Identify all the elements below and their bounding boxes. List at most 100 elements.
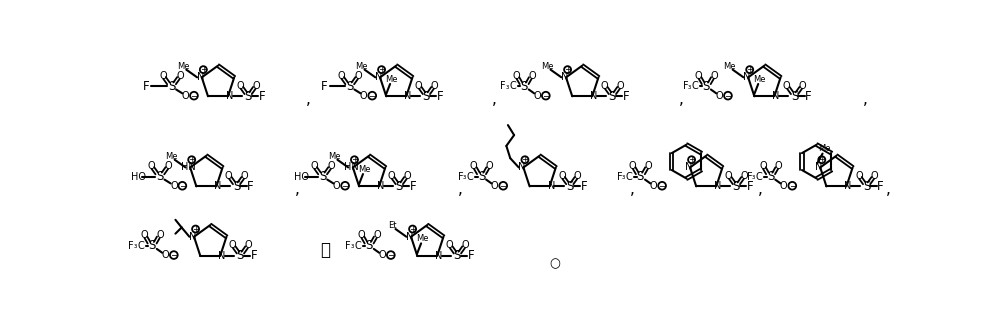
Text: O: O: [695, 71, 702, 81]
Text: F: F: [345, 241, 351, 251]
Text: O: O: [533, 91, 541, 101]
Text: N: N: [590, 91, 598, 101]
Text: O: O: [244, 240, 252, 250]
Text: O: O: [358, 230, 365, 240]
Text: O: O: [159, 71, 167, 81]
Text: C: C: [691, 82, 698, 91]
Text: −: −: [724, 91, 732, 100]
Text: N: N: [685, 162, 692, 173]
Text: C: C: [137, 241, 144, 251]
Text: S: S: [346, 80, 353, 93]
Text: O: O: [616, 81, 624, 90]
Text: ₃: ₃: [752, 172, 755, 181]
Text: S: S: [609, 90, 616, 103]
Text: ₃: ₃: [622, 172, 625, 181]
Text: O: O: [182, 91, 189, 101]
Text: 和: 和: [320, 241, 330, 259]
Text: +: +: [409, 225, 416, 234]
Text: −: −: [542, 91, 550, 100]
Text: C: C: [466, 172, 473, 181]
Text: F: F: [128, 241, 134, 251]
Text: ,: ,: [295, 182, 299, 197]
Text: O: O: [710, 71, 718, 81]
Text: ,: ,: [863, 92, 868, 107]
Text: +: +: [351, 155, 358, 164]
Text: S: S: [733, 180, 740, 193]
Text: S: S: [244, 90, 252, 103]
Text: Me: Me: [541, 62, 554, 71]
Text: O: O: [574, 171, 581, 181]
Text: S: S: [319, 170, 326, 183]
Text: Me: Me: [177, 62, 189, 71]
Text: N: N: [197, 72, 204, 82]
Text: −: −: [368, 91, 376, 100]
Text: N: N: [815, 162, 822, 173]
Text: O: O: [629, 161, 636, 171]
Text: HN: HN: [181, 162, 196, 173]
Text: F: F: [617, 172, 622, 181]
Text: S: S: [637, 170, 644, 183]
Text: S: S: [566, 180, 573, 193]
Text: +: +: [818, 155, 826, 164]
Text: N: N: [406, 232, 413, 242]
Text: HO: HO: [294, 172, 309, 181]
Text: +: +: [521, 155, 529, 164]
Text: ₃: ₃: [133, 241, 137, 250]
Text: F: F: [877, 180, 884, 193]
Text: ,: ,: [679, 92, 684, 107]
Text: F: F: [747, 180, 754, 193]
Text: O: O: [310, 161, 318, 171]
Text: −: −: [341, 181, 349, 190]
Text: +: +: [746, 65, 753, 74]
Text: S: S: [396, 180, 403, 193]
Text: O: O: [601, 81, 608, 90]
Text: O: O: [240, 171, 248, 181]
Text: O: O: [485, 161, 493, 171]
Text: O: O: [403, 171, 411, 181]
Text: N: N: [226, 91, 233, 101]
Text: S: S: [767, 170, 774, 183]
Text: O: O: [378, 250, 386, 260]
Text: F: F: [623, 90, 630, 103]
Text: O: O: [855, 171, 863, 181]
Text: O: O: [558, 171, 566, 181]
Text: Me: Me: [416, 234, 429, 243]
Text: O: O: [141, 230, 148, 240]
Text: +: +: [192, 225, 199, 234]
Text: O: O: [176, 71, 184, 81]
Text: N: N: [844, 181, 852, 191]
Text: +: +: [688, 155, 695, 164]
Text: O: O: [237, 81, 244, 90]
Text: O: O: [446, 240, 453, 250]
Text: N: N: [377, 181, 384, 191]
Text: C: C: [354, 241, 361, 251]
Text: F: F: [580, 180, 587, 193]
Text: C: C: [509, 82, 516, 91]
Text: ,: ,: [886, 182, 891, 197]
Text: S: S: [168, 80, 175, 93]
Text: N: N: [214, 181, 222, 191]
Text: O: O: [775, 161, 782, 171]
Text: F: F: [747, 172, 752, 181]
Text: +: +: [564, 65, 571, 74]
Text: F: F: [500, 82, 506, 91]
Text: −: −: [658, 181, 666, 190]
Text: O: O: [161, 250, 169, 260]
Text: N: N: [548, 181, 555, 191]
Text: O: O: [333, 181, 340, 191]
Text: S: S: [863, 180, 870, 193]
Text: N: N: [772, 91, 780, 101]
Text: Me: Me: [355, 62, 368, 71]
Text: O: O: [470, 161, 478, 171]
Text: O: O: [430, 81, 438, 90]
Text: HN: HN: [344, 162, 359, 173]
Text: −: −: [170, 251, 178, 259]
Text: Me: Me: [328, 152, 341, 161]
Text: O: O: [725, 171, 732, 181]
Text: O: O: [644, 161, 652, 171]
Text: S: S: [478, 170, 485, 183]
Text: ,: ,: [630, 182, 635, 197]
Text: F: F: [259, 90, 265, 103]
Text: −: −: [789, 181, 796, 190]
Text: O: O: [170, 181, 178, 191]
